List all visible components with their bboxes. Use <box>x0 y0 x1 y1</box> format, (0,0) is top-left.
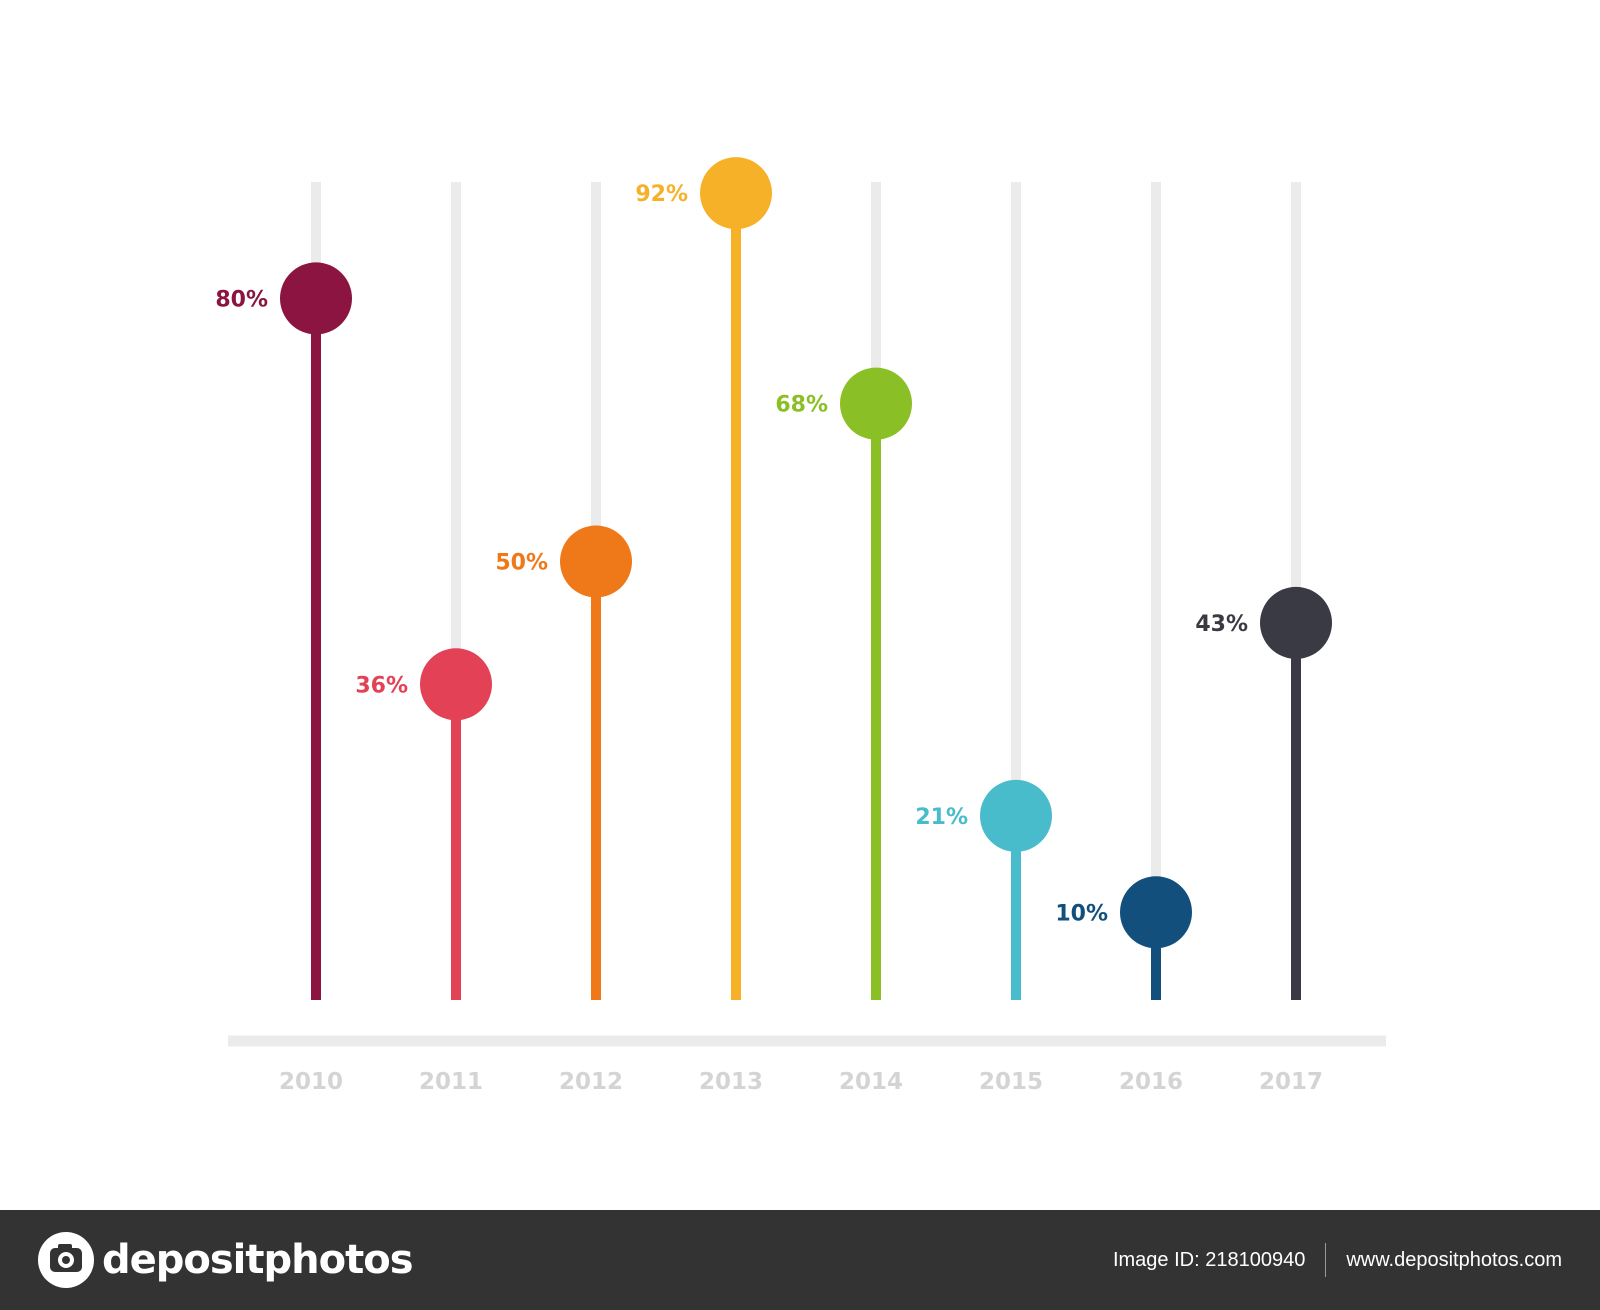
tick-label-2011: 2011 <box>419 1069 483 1095</box>
point-2017 <box>1260 586 1332 659</box>
point-2013 <box>700 157 772 230</box>
tick-label-2015: 2015 <box>979 1069 1043 1095</box>
brand-name: depositphotos <box>102 1237 414 1283</box>
tick-label-2013: 2013 <box>699 1069 763 1095</box>
value-label-2016: 10% <box>1055 901 1108 926</box>
watermark-footer: depositphotos Image ID: 218100940 www.de… <box>0 1210 1600 1310</box>
value-label-2013: 92% <box>635 182 688 207</box>
value-label-2014: 68% <box>775 393 828 418</box>
tick-label-2010: 2010 <box>279 1069 343 1095</box>
point-2015 <box>980 779 1052 852</box>
lollipop-chart: 80% 2010 36% 2011 50% 2012 92% 2013 68% 2014 21% 20… <box>215 157 1386 1095</box>
tick-label-2014: 2014 <box>839 1069 903 1095</box>
website-url: www.depositphotos.com <box>1346 1248 1562 1271</box>
value-label-2012: 50% <box>495 551 548 576</box>
tick-label-2016: 2016 <box>1119 1069 1183 1095</box>
point-2014 <box>840 367 912 440</box>
point-2012 <box>560 525 632 598</box>
footer-divider <box>1325 1243 1327 1277</box>
image-id: Image ID: 218100940 <box>1112 1248 1306 1271</box>
value-label-2011: 36% <box>355 673 408 698</box>
point-2016 <box>1120 876 1192 949</box>
brand-logo: depositphotos <box>38 1232 414 1288</box>
value-label-2010: 80% <box>215 287 268 312</box>
tick-label-2017: 2017 <box>1259 1069 1323 1095</box>
value-label-2015: 21% <box>915 805 968 830</box>
camera-icon <box>38 1232 94 1288</box>
chart-canvas: 80% 2010 36% 2011 50% 2012 92% 2013 68% 2014 21% 20… <box>215 157 1386 1095</box>
point-2011 <box>420 648 492 721</box>
tick-label-2012: 2012 <box>559 1069 623 1095</box>
point-2010 <box>280 262 352 335</box>
value-label-2017: 43% <box>1195 612 1248 637</box>
